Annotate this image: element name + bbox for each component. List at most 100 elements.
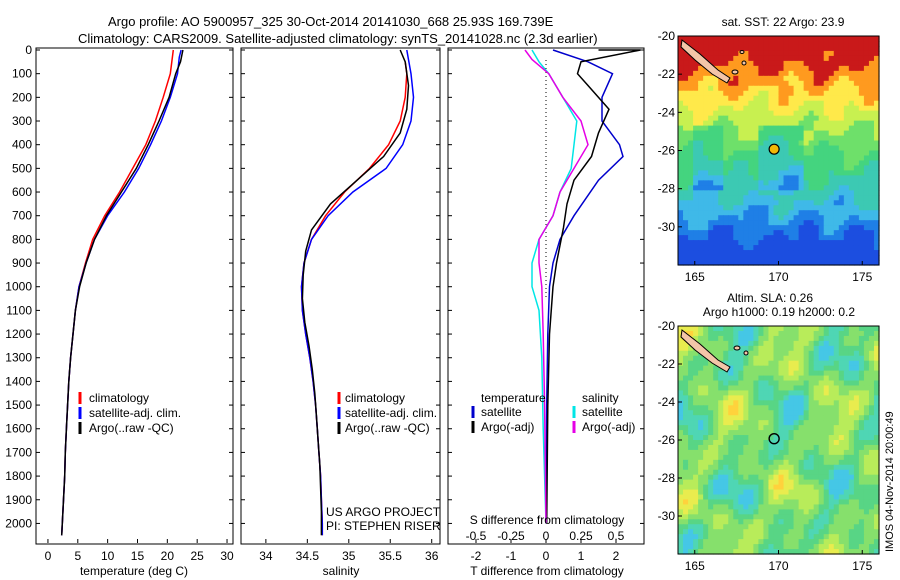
map-cell bbox=[843, 65, 850, 72]
map-cell bbox=[853, 210, 860, 216]
map-cell bbox=[818, 410, 825, 416]
map-cell bbox=[843, 115, 850, 122]
map-cell bbox=[773, 494, 780, 501]
map-cell bbox=[698, 499, 704, 506]
map-cell bbox=[833, 509, 840, 515]
map-cell bbox=[743, 415, 749, 421]
map-cell bbox=[718, 220, 724, 226]
map-cell bbox=[678, 165, 684, 172]
map-cell bbox=[818, 65, 825, 72]
map-cell bbox=[803, 509, 810, 515]
map-cell bbox=[683, 435, 689, 441]
map-cell bbox=[828, 255, 835, 261]
sla-coastline bbox=[680, 329, 749, 373]
map-cell bbox=[683, 539, 689, 545]
map-cell bbox=[783, 155, 790, 162]
map-cell bbox=[703, 494, 709, 501]
map-cell bbox=[798, 494, 805, 501]
map-cell bbox=[818, 175, 825, 181]
map-cell bbox=[798, 140, 805, 147]
map-cell bbox=[848, 190, 855, 196]
map-cell bbox=[873, 390, 880, 396]
map-cell bbox=[843, 410, 850, 416]
map-cell bbox=[773, 544, 780, 550]
map-cell bbox=[783, 140, 790, 147]
map-cell bbox=[873, 350, 880, 357]
map-cell bbox=[813, 534, 820, 540]
map-cell bbox=[783, 524, 790, 530]
map-cell bbox=[873, 155, 880, 162]
map-cell bbox=[748, 140, 754, 147]
map-cell bbox=[788, 140, 795, 147]
map-cell bbox=[768, 110, 775, 117]
map-cell bbox=[788, 250, 795, 256]
map-cell bbox=[748, 420, 754, 426]
map-cell bbox=[868, 260, 875, 266]
map-cell bbox=[808, 410, 815, 416]
map-cell bbox=[748, 60, 754, 67]
map-cell bbox=[803, 220, 810, 226]
map-cell bbox=[853, 435, 860, 441]
map-cell bbox=[743, 180, 749, 186]
map-cell bbox=[763, 449, 770, 456]
map-cell bbox=[783, 80, 790, 87]
map-cell bbox=[753, 95, 760, 102]
map-cell bbox=[778, 459, 785, 466]
difference-series bbox=[524, 49, 641, 524]
map-cell bbox=[713, 260, 719, 266]
map-cell bbox=[753, 195, 760, 201]
map-cell bbox=[798, 365, 805, 372]
map-cell bbox=[743, 435, 749, 441]
map-cell bbox=[733, 210, 739, 216]
map-cell bbox=[833, 539, 840, 545]
map-cell bbox=[718, 326, 724, 332]
map-cell bbox=[818, 110, 825, 117]
map-cell bbox=[713, 425, 719, 431]
map-cell bbox=[858, 469, 865, 476]
map-cell bbox=[868, 175, 875, 181]
map-cell bbox=[773, 454, 780, 461]
map-cell bbox=[748, 410, 754, 416]
map-cell bbox=[738, 469, 744, 476]
map-cell bbox=[838, 145, 845, 152]
map-cell bbox=[723, 350, 729, 357]
map-cell bbox=[698, 464, 704, 471]
map-cell bbox=[823, 355, 830, 362]
map-cell bbox=[813, 519, 820, 525]
map-cell bbox=[728, 415, 734, 421]
map-cell bbox=[708, 250, 714, 256]
map-cell bbox=[693, 425, 699, 431]
map-cell bbox=[713, 105, 719, 112]
map-cell bbox=[838, 499, 845, 506]
map-cell bbox=[758, 250, 765, 256]
map-cell bbox=[788, 330, 795, 337]
map-cell bbox=[783, 150, 790, 157]
map-cell bbox=[693, 350, 699, 357]
map-cell bbox=[733, 484, 739, 491]
map-cell bbox=[823, 335, 830, 342]
map-cell bbox=[773, 489, 780, 496]
map-cell bbox=[743, 340, 749, 347]
map-cell bbox=[713, 55, 719, 62]
map-cell bbox=[698, 420, 704, 426]
map-cell bbox=[808, 75, 815, 82]
map-cell bbox=[813, 160, 820, 167]
map-cell bbox=[728, 240, 734, 246]
map-cell bbox=[753, 544, 760, 550]
map-cell bbox=[693, 105, 699, 112]
map-cell bbox=[858, 385, 865, 392]
map-cell bbox=[683, 509, 689, 515]
map-cell bbox=[703, 440, 709, 446]
map-cell bbox=[828, 220, 835, 226]
map-cell bbox=[738, 365, 744, 372]
map-cell bbox=[708, 479, 714, 486]
map-cell bbox=[688, 464, 694, 471]
map-cell bbox=[768, 200, 775, 206]
map-cell bbox=[803, 50, 810, 57]
map-cell bbox=[733, 330, 739, 337]
map-cell bbox=[853, 504, 860, 510]
map-cell bbox=[818, 120, 825, 127]
map-cell bbox=[758, 255, 765, 261]
map-cell bbox=[758, 180, 765, 186]
map-cell bbox=[823, 549, 830, 555]
